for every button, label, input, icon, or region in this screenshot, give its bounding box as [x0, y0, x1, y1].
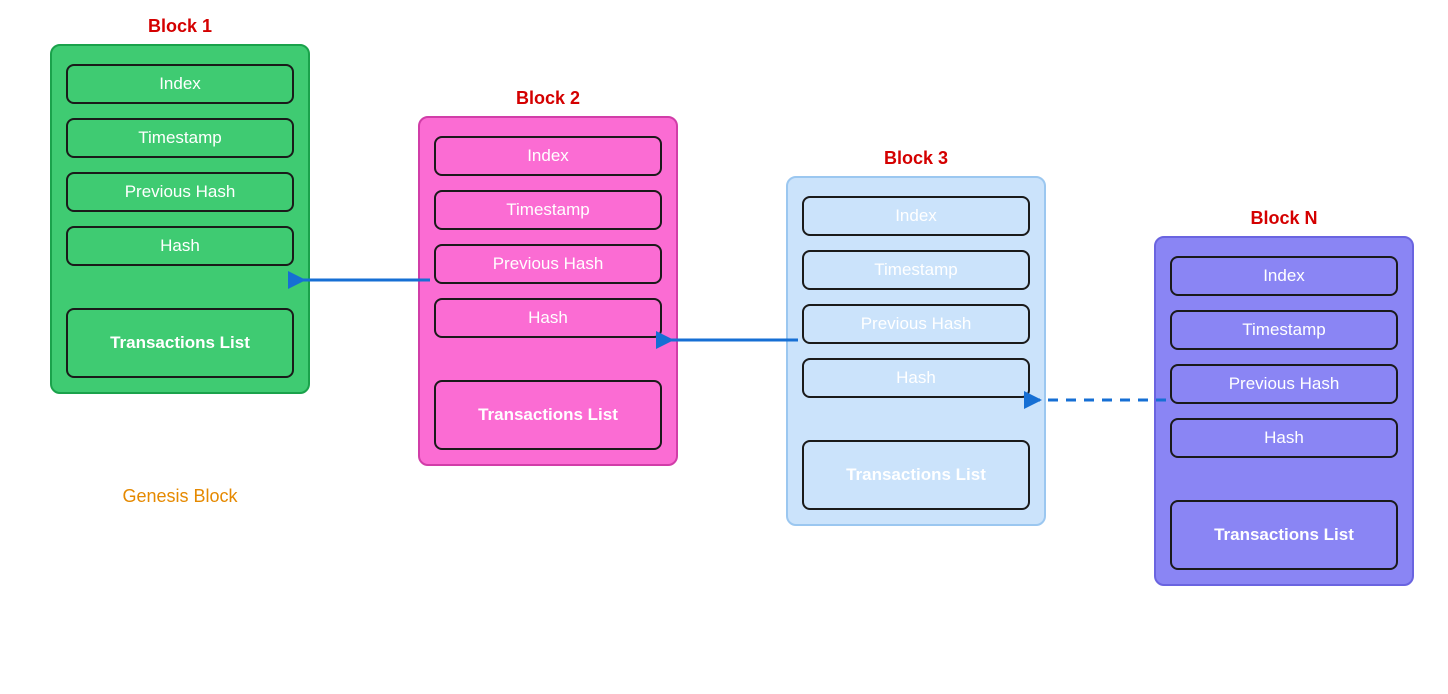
block2-field-index: Index [434, 136, 662, 176]
block2-title: Block 2 [418, 88, 678, 109]
block3-field-prevhash: Previous Hash [802, 304, 1030, 344]
block3-field-index: Index [802, 196, 1030, 236]
block1-tx: Transactions List [66, 308, 294, 378]
block2-field-hash: Hash [434, 298, 662, 338]
block1-field-hash: Hash [66, 226, 294, 266]
block1-subtitle: Genesis Block [50, 486, 310, 507]
blockN-field-prevhash: Previous Hash [1170, 364, 1398, 404]
block1: Index Timestamp Previous Hash Hash Trans… [50, 44, 310, 394]
block1-field-prevhash: Previous Hash [66, 172, 294, 212]
block3-field-hash: Hash [802, 358, 1030, 398]
block2-tx: Transactions List [434, 380, 662, 450]
block3-field-timestamp: Timestamp [802, 250, 1030, 290]
block3-tx: Transactions List [802, 440, 1030, 510]
block1-field-timestamp: Timestamp [66, 118, 294, 158]
blockN-tx: Transactions List [1170, 500, 1398, 570]
blockN-field-index: Index [1170, 256, 1398, 296]
blockN-field-hash: Hash [1170, 418, 1398, 458]
block1-field-index: Index [66, 64, 294, 104]
block2-field-prevhash: Previous Hash [434, 244, 662, 284]
block2-field-timestamp: Timestamp [434, 190, 662, 230]
block1-title: Block 1 [50, 16, 310, 37]
block2: Index Timestamp Previous Hash Hash Trans… [418, 116, 678, 466]
blockN-field-timestamp: Timestamp [1170, 310, 1398, 350]
block3-title: Block 3 [786, 148, 1046, 169]
block3: Index Timestamp Previous Hash Hash Trans… [786, 176, 1046, 526]
blockN: Index Timestamp Previous Hash Hash Trans… [1154, 236, 1414, 586]
blockN-title: Block N [1154, 208, 1414, 229]
